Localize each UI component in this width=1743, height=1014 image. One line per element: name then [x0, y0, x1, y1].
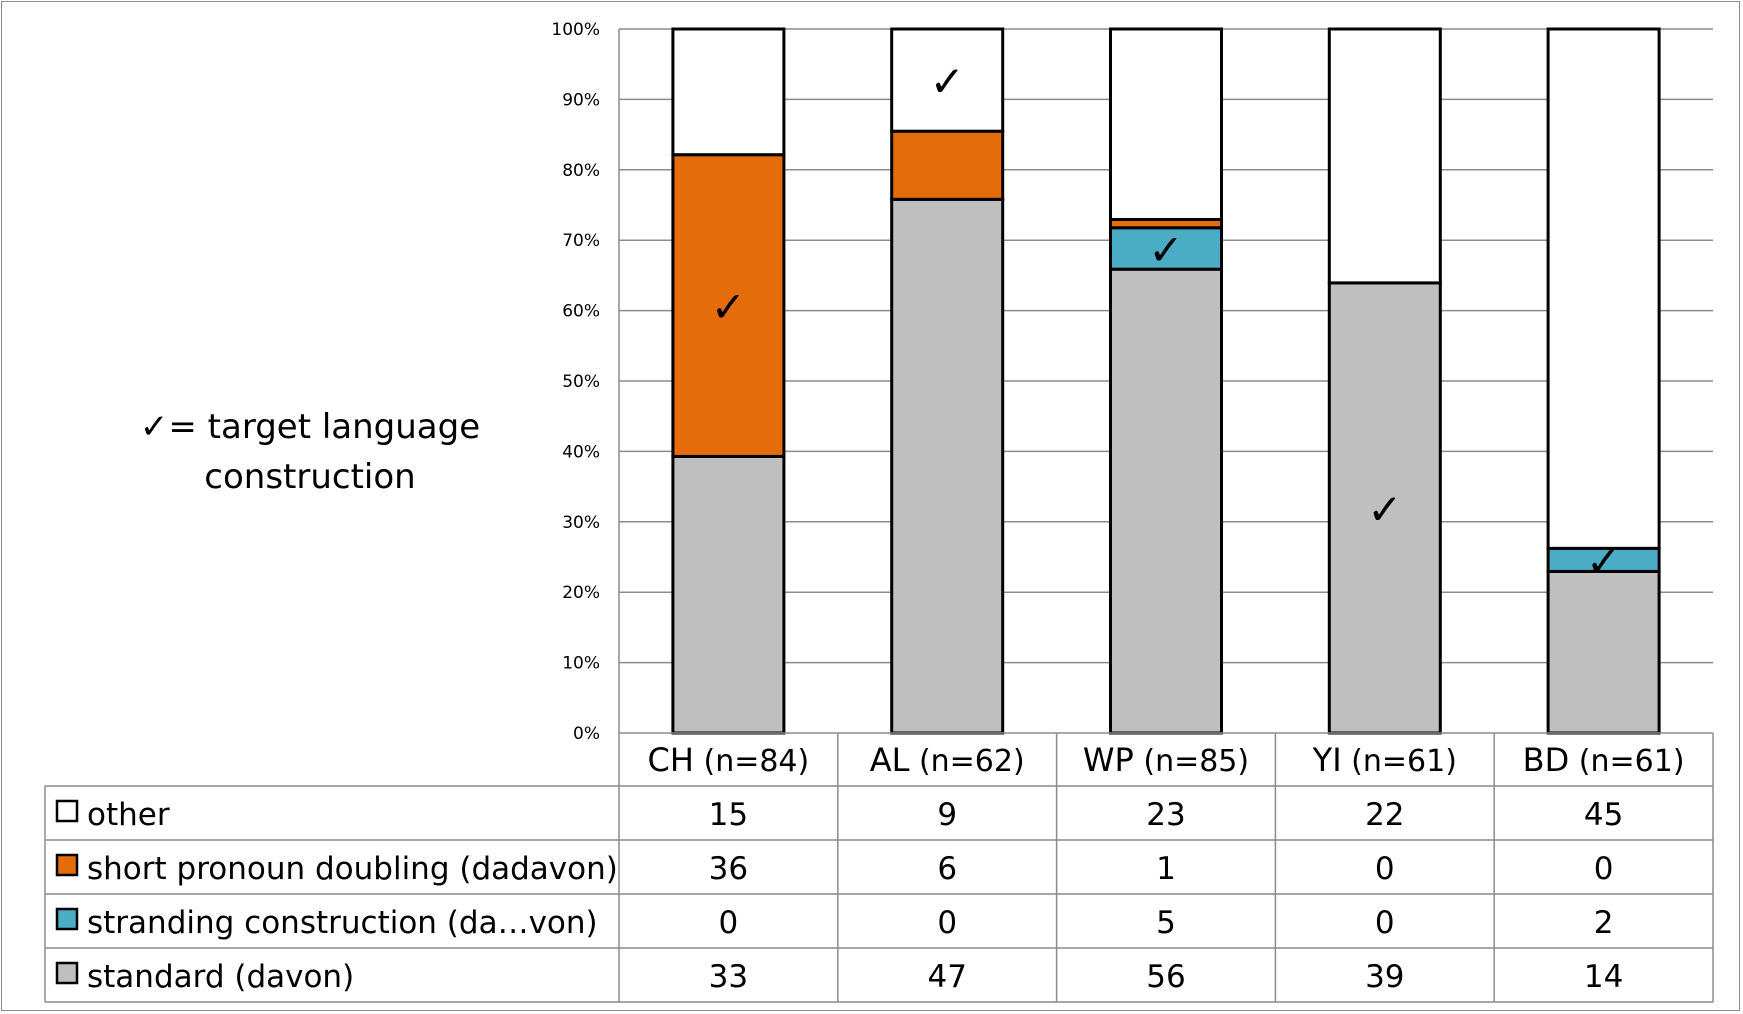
legend-swatch: [55, 907, 79, 931]
table-cell-value: 33: [709, 959, 748, 995]
check-mark: ✓: [1148, 225, 1183, 274]
category-code: AL: [870, 741, 910, 779]
x-tick-label: YI (n=61): [1312, 741, 1457, 779]
bar-segment: [671, 27, 786, 157]
y-tick-label: 100%: [551, 20, 600, 40]
table-cell-value: 6: [937, 851, 957, 887]
category-code: WP: [1083, 741, 1134, 779]
target-language-note: ✓= target language construction: [60, 402, 560, 502]
bar-segment: [890, 197, 1005, 735]
y-tick-label: 0%: [573, 724, 600, 744]
table-cell-value: 0: [937, 905, 957, 941]
note-line-1: = target language: [168, 407, 481, 447]
bar-segment: [1109, 267, 1223, 735]
table-cell-value: 2: [1594, 905, 1614, 941]
table-cell-value: 1: [1156, 851, 1176, 887]
table-cell-value: 39: [1365, 959, 1404, 995]
check-mark: ✓: [1367, 485, 1402, 534]
table-cell-value: 9: [937, 797, 957, 833]
table-cell-value: 22: [1365, 797, 1404, 833]
legend-swatch: [55, 961, 79, 985]
x-tick-label: AL (n=62): [870, 741, 1025, 779]
check-mark: ✓: [711, 283, 746, 332]
x-tick-label: WP (n=85): [1083, 741, 1249, 779]
table-cell-value: 0: [719, 905, 739, 941]
legend-label: other: [87, 797, 170, 833]
y-tick-label: 50%: [562, 372, 600, 392]
table-cell-value: 15: [709, 797, 748, 833]
table-cell-value: 0: [1594, 851, 1614, 887]
x-tick-label: BD (n=61): [1523, 741, 1685, 779]
legend-label: standard (davon): [87, 959, 354, 995]
check-mark: ✓: [1586, 537, 1621, 586]
table-cell-value: 5: [1156, 905, 1176, 941]
table-cell-value: 36: [709, 851, 748, 887]
y-tick-label: 10%: [562, 654, 600, 674]
y-tick-label: 30%: [562, 513, 600, 533]
bar-segment: [671, 454, 786, 735]
check-mark: ✓: [930, 57, 965, 106]
y-tick-label: 70%: [562, 231, 600, 251]
legend-label: stranding construction (da…von): [87, 905, 598, 941]
category-count: (n=61): [1342, 744, 1457, 779]
category-count: (n=85): [1134, 744, 1249, 779]
bar-segment: [1546, 569, 1661, 735]
category-count: (n=62): [909, 744, 1024, 779]
table-cell-value: 14: [1584, 959, 1623, 995]
bar-segment: [1327, 27, 1442, 285]
bar-segment: [890, 129, 1005, 201]
y-tick-label: 20%: [562, 583, 600, 603]
check-icon: ✓: [139, 407, 169, 447]
note-line-2: construction: [204, 457, 416, 497]
table-cell-value: 56: [1146, 959, 1185, 995]
legend-swatch: [55, 799, 79, 823]
table-cell-value: 47: [927, 959, 966, 995]
legend-swatch: [55, 853, 79, 877]
y-tick-label: 40%: [562, 442, 600, 462]
table-cell-value: 45: [1584, 797, 1623, 833]
bar-segment: [1327, 281, 1442, 735]
y-tick-label: 80%: [562, 161, 600, 181]
table-cell-value: 0: [1375, 851, 1395, 887]
category-count: (n=61): [1569, 744, 1684, 779]
category-code: YI: [1312, 741, 1342, 779]
bar-segment: [1546, 27, 1661, 550]
bar-segment: [890, 27, 1005, 133]
x-tick-label: CH (n=84): [648, 741, 810, 779]
category-code: BD: [1523, 741, 1570, 779]
bar-segment: [671, 153, 786, 458]
bar-segment: [1109, 27, 1223, 221]
table-cell-value: 23: [1146, 797, 1185, 833]
table-cell-value: 0: [1375, 905, 1395, 941]
category-code: CH: [648, 741, 694, 779]
legend-label: short pronoun doubling (dadavon): [87, 851, 618, 887]
y-tick-label: 90%: [562, 90, 600, 110]
y-tick-label: 60%: [562, 302, 600, 322]
category-count: (n=84): [694, 744, 809, 779]
